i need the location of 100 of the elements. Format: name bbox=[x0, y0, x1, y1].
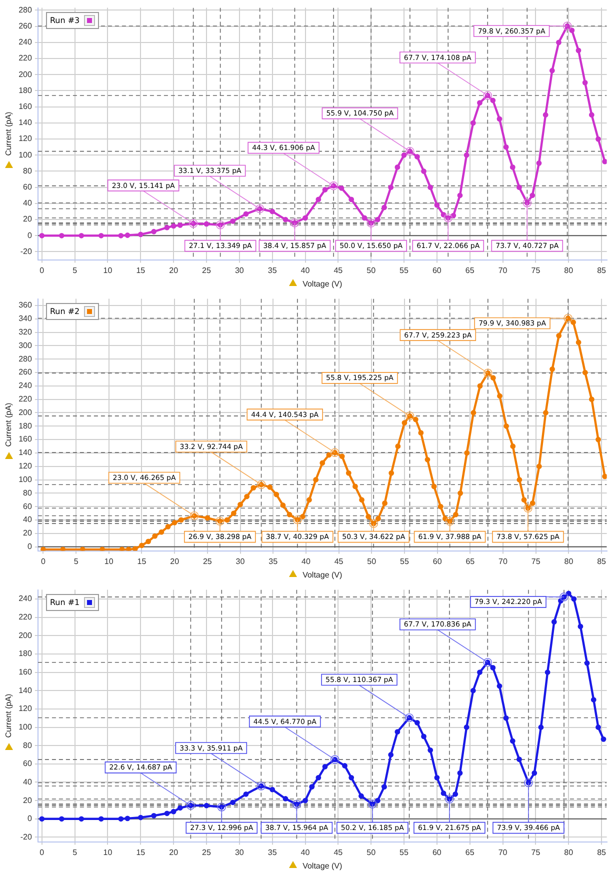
x-tick-label: 85 bbox=[597, 556, 607, 566]
x-axis-title: Voltage (V) bbox=[302, 279, 342, 288]
x-tick-label: 65 bbox=[465, 266, 475, 275]
x-tick-label: 25 bbox=[202, 266, 212, 275]
x-tick-label: 45 bbox=[334, 848, 344, 857]
y-tick-label: 160 bbox=[18, 434, 32, 444]
x-tick-label: 75 bbox=[531, 556, 541, 566]
x-tick-label: 55 bbox=[400, 556, 410, 566]
y-tick-label: 200 bbox=[18, 70, 32, 79]
y-tick-label: 100 bbox=[18, 474, 32, 484]
x-axis-title: Voltage (V) bbox=[302, 570, 342, 580]
y-tick-label: -20 bbox=[20, 246, 32, 256]
y-tick-label: 220 bbox=[18, 54, 32, 63]
legend-label: Run #3 bbox=[50, 16, 80, 25]
x-tick-label: 70 bbox=[498, 266, 508, 275]
x-tick-label: 40 bbox=[300, 848, 310, 857]
x-tick-label: 55 bbox=[400, 266, 410, 275]
legend-label: Run #1 bbox=[50, 598, 80, 607]
y-tick-label: 240 bbox=[18, 38, 32, 47]
x-axis-title: Voltage (V) bbox=[302, 861, 342, 870]
x-tick-label: 10 bbox=[103, 848, 113, 857]
y-tick-label: 180 bbox=[18, 86, 32, 95]
y-tick-label: 240 bbox=[18, 381, 32, 390]
y-tick-label: 20 bbox=[23, 796, 32, 805]
x-tick-label: 20 bbox=[169, 266, 179, 275]
y-tick-label: -20 bbox=[20, 832, 32, 842]
x-tick-label: 50 bbox=[367, 556, 377, 566]
x-tick-label: 0 bbox=[40, 556, 46, 566]
y-tick-label: 220 bbox=[18, 394, 32, 404]
x-tick-label: 10 bbox=[103, 266, 113, 275]
y-tick-label: 240 bbox=[18, 594, 32, 604]
y-tick-label: 60 bbox=[23, 502, 32, 511]
x-tick-label: 60 bbox=[432, 266, 442, 275]
x-tick-label: 40 bbox=[302, 556, 311, 566]
x-tick-label: 5 bbox=[74, 556, 79, 566]
x-tick-label: 70 bbox=[498, 848, 508, 857]
x-tick-label: 35 bbox=[268, 848, 278, 857]
y-tick-label: 320 bbox=[18, 328, 32, 337]
y-tick-label: 80 bbox=[23, 488, 32, 498]
y-tick-label: 140 bbox=[18, 448, 32, 458]
y-tick-label: 0 bbox=[27, 542, 32, 551]
y-tick-label: 120 bbox=[18, 134, 32, 144]
x-tick-label: 35 bbox=[268, 556, 278, 566]
y-tick-label: 40 bbox=[23, 515, 32, 524]
x-tick-label: 65 bbox=[465, 848, 475, 857]
y-tick-label: 260 bbox=[18, 22, 32, 31]
x-tick-label: 50 bbox=[366, 266, 376, 275]
x-tick-label: 45 bbox=[334, 266, 344, 275]
y-tick-label: 20 bbox=[23, 528, 32, 538]
y-tick-label: 80 bbox=[23, 740, 32, 750]
x-tick-label: 80 bbox=[564, 556, 574, 566]
y-tick-label: 280 bbox=[18, 354, 32, 364]
x-tick-label: 30 bbox=[234, 848, 244, 857]
y-tick-label: 160 bbox=[18, 102, 32, 112]
y-tick-label: 200 bbox=[18, 630, 32, 640]
x-tick-label: 45 bbox=[334, 556, 344, 566]
y-tick-label: 120 bbox=[18, 462, 32, 471]
x-tick-label: 80 bbox=[564, 848, 574, 857]
x-tick-label: 30 bbox=[234, 266, 244, 275]
x-tick-label: 60 bbox=[432, 848, 442, 857]
x-tick-label: 15 bbox=[136, 848, 146, 857]
x-tick-label: 85 bbox=[597, 266, 607, 275]
y-tick-label: 160 bbox=[18, 667, 32, 676]
y-tick-label: 0 bbox=[27, 230, 32, 240]
x-tick-label: 5 bbox=[72, 848, 78, 857]
x-tick-label: 15 bbox=[136, 266, 146, 275]
x-tick-label: 10 bbox=[104, 556, 114, 566]
x-tick-label: 60 bbox=[432, 556, 442, 566]
legend-label: Run #2 bbox=[50, 306, 80, 316]
y-tick-label: 60 bbox=[23, 182, 32, 192]
y-axis-title: Current (pA) bbox=[4, 111, 14, 156]
y-tick-label: 300 bbox=[18, 340, 32, 350]
y-tick-label: 100 bbox=[18, 150, 32, 160]
y-tick-label: 280 bbox=[18, 5, 32, 14]
x-tick-label: 85 bbox=[597, 848, 607, 857]
x-tick-label: 80 bbox=[564, 266, 574, 275]
x-tick-label: 55 bbox=[400, 848, 410, 857]
y-tick-label: 140 bbox=[18, 118, 32, 128]
y-tick-label: 120 bbox=[18, 704, 32, 714]
x-tick-label: 15 bbox=[137, 556, 147, 566]
x-tick-label: 0 bbox=[40, 848, 45, 857]
x-tick-label: 75 bbox=[531, 848, 541, 857]
y-tick-label: 20 bbox=[23, 214, 32, 224]
y-tick-label: 0 bbox=[27, 814, 32, 824]
x-tick-label: 35 bbox=[268, 266, 278, 275]
x-tick-label: 65 bbox=[466, 556, 476, 566]
y-tick-label: 140 bbox=[18, 686, 32, 695]
y-axis-title: Current (pA) bbox=[4, 402, 14, 447]
y-tick-label: 200 bbox=[18, 408, 32, 417]
y-axis-title: Current (pA) bbox=[4, 693, 14, 738]
x-tick-label: 25 bbox=[202, 848, 212, 857]
y-tick-label: 40 bbox=[23, 777, 32, 786]
y-tick-label: 40 bbox=[23, 198, 32, 208]
x-tick-label: 30 bbox=[236, 556, 246, 566]
x-tick-label: 75 bbox=[531, 266, 541, 275]
x-tick-label: 20 bbox=[170, 556, 180, 566]
x-tick-label: 5 bbox=[72, 266, 78, 275]
y-tick-label: 260 bbox=[18, 368, 32, 377]
y-tick-label: 340 bbox=[18, 314, 32, 324]
x-tick-label: 40 bbox=[300, 266, 310, 275]
